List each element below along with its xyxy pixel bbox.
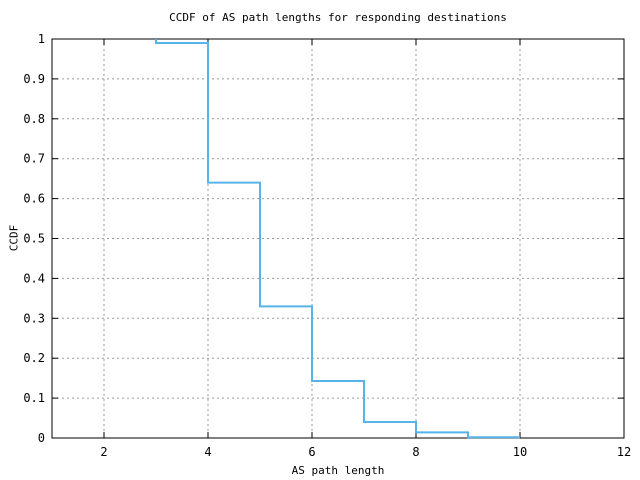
x-tick-label: 10 bbox=[513, 445, 527, 459]
ccdf-step-line bbox=[155, 39, 520, 439]
x-tick-label: 2 bbox=[100, 445, 107, 459]
y-tick-label: 0.5 bbox=[23, 232, 45, 246]
y-tick-label: 1 bbox=[38, 32, 45, 46]
y-tick-label: 0.3 bbox=[23, 311, 45, 325]
y-tick-label: 0.8 bbox=[23, 112, 45, 126]
y-tick-label: 0.4 bbox=[23, 271, 45, 285]
y-tick-label: 0.6 bbox=[23, 192, 45, 206]
chart-title: CCDF of AS path lengths for responding d… bbox=[169, 11, 507, 24]
y-tick-label: 0.9 bbox=[23, 72, 45, 86]
y-tick-label: 0.1 bbox=[23, 391, 45, 405]
y-tick-label: 0.2 bbox=[23, 351, 45, 365]
y-tick-label: 0.7 bbox=[23, 152, 45, 166]
x-tick-label: 8 bbox=[412, 445, 419, 459]
x-axis-label: AS path length bbox=[291, 464, 385, 477]
x-tick-label: 4 bbox=[204, 445, 211, 459]
y-tick-label: 0 bbox=[38, 431, 45, 445]
x-tick-label: 12 bbox=[617, 445, 631, 459]
x-tick-label: 6 bbox=[308, 445, 315, 459]
